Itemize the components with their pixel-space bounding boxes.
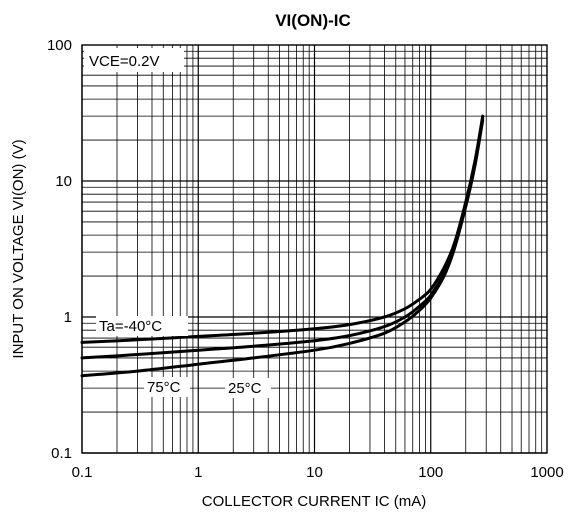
series-label-25: 25°C bbox=[228, 380, 262, 397]
x-tick-labels: 0.1 1 10 100 1000 bbox=[72, 464, 564, 481]
chart-title: VI(ON)-IC bbox=[275, 11, 351, 30]
series-label-minus40: Ta=-40°C bbox=[99, 318, 162, 335]
y-axis-label: INPUT ON VOLTAGE VI(ON) (V) bbox=[10, 139, 27, 358]
y-tick-label: 100 bbox=[47, 37, 72, 54]
series-line-2 bbox=[80, 116, 485, 378]
x-tick-label: 10 bbox=[306, 464, 323, 481]
y-tick-labels: 0.1 1 10 100 bbox=[47, 37, 72, 462]
x-tick-label: 1 bbox=[194, 464, 202, 481]
label-bg-minus40 bbox=[96, 316, 188, 336]
y-tick-label: 1 bbox=[64, 309, 72, 326]
y-tick-label: 0.1 bbox=[51, 445, 72, 462]
x-tick-label: 100 bbox=[418, 464, 443, 481]
condition-annotation: VCE=0.2V bbox=[89, 53, 159, 70]
label-bg-25 bbox=[225, 378, 271, 398]
label-bg-75 bbox=[144, 377, 190, 397]
plot-frame bbox=[81, 44, 548, 454]
y-tick-label: 10 bbox=[55, 173, 72, 190]
series-label-75: 75°C bbox=[147, 379, 181, 396]
x-tick-label: 1000 bbox=[530, 464, 563, 481]
x-tick-label: 0.1 bbox=[72, 464, 93, 481]
condition-box bbox=[84, 48, 184, 72]
curves bbox=[80, 114, 485, 378]
x-axis-label: COLLECTOR CURRENT IC (mA) bbox=[202, 493, 426, 510]
